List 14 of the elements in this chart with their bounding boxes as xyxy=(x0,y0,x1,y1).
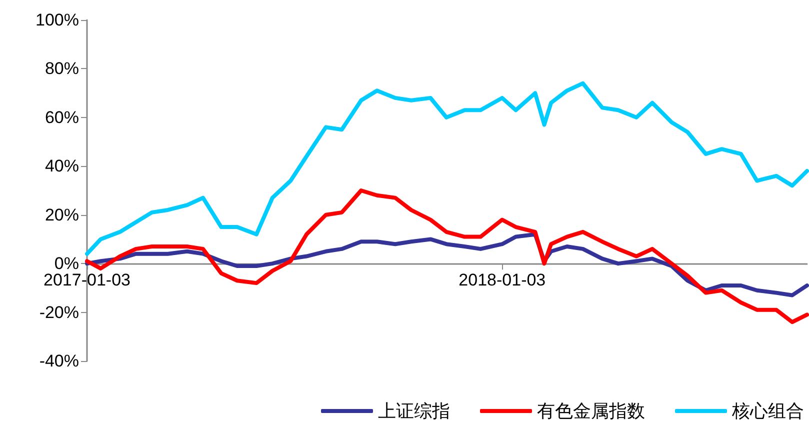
y-tick-label: -40% xyxy=(39,352,79,370)
x-tick-label: 2018-01-03 xyxy=(458,270,546,290)
y-tick-label: 60% xyxy=(44,108,79,127)
y-tick-label: 100% xyxy=(36,10,79,30)
y-tick-label: 20% xyxy=(44,205,79,224)
line-series xyxy=(85,81,809,256)
y-tick-label: -20% xyxy=(39,302,79,322)
legend-label: 有色金属指数 xyxy=(537,401,645,421)
legend-label: 核心组合 xyxy=(731,401,804,421)
y-tick-label: 0% xyxy=(54,254,79,274)
y-tick-label: 80% xyxy=(44,59,79,78)
x-tick-label: 2017-01-03 xyxy=(44,270,130,290)
y-tick-label: 40% xyxy=(44,156,79,176)
legend-label: 上证综指 xyxy=(378,401,450,421)
